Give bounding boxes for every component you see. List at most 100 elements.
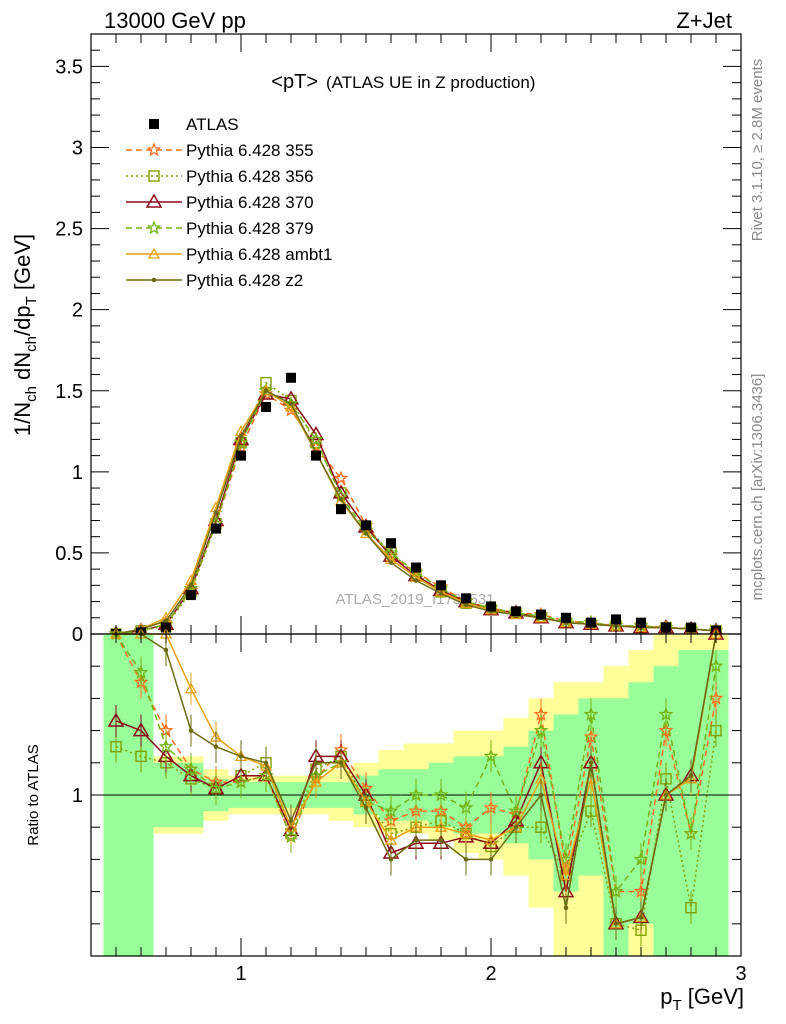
ratio-series-point (383, 803, 399, 818)
ratio-series-point (633, 883, 649, 898)
main-series-point (434, 585, 448, 597)
data-point (386, 538, 396, 549)
ratio-series-point (433, 787, 449, 802)
ratio-series-point (710, 724, 722, 737)
main-y-tick-label: 3 (72, 138, 83, 160)
ratio-series-point (559, 869, 573, 881)
x-tick-label: 1 (235, 963, 246, 985)
data-point (511, 606, 521, 617)
ratio-series-point (313, 760, 319, 766)
ratio-series-point (413, 837, 419, 843)
data-point (636, 617, 646, 628)
x-tick-label: 2 (485, 963, 496, 985)
main-series-point (338, 497, 344, 502)
legend-marker (147, 247, 161, 259)
main-y-tick-label: 0.5 (55, 543, 83, 565)
ratio-series-point (533, 722, 549, 737)
data-point (436, 580, 446, 591)
ratio-series-point (483, 800, 499, 815)
ratio-series-point (438, 837, 444, 843)
data-point (211, 523, 221, 534)
x-axis-label: pT [GeV] (660, 984, 744, 1014)
plot-subtitle: (ATLAS UE in Z production) (326, 73, 535, 92)
ratio-series-point (107, 712, 125, 727)
ratio-series-point (309, 775, 323, 787)
x-tick-label: 3 (735, 963, 746, 985)
data-point (261, 401, 271, 412)
ratio-series-point (213, 744, 219, 750)
main-series-point (238, 433, 244, 439)
ratio-series-point (338, 760, 344, 766)
header-right-label: Z+Jet (676, 8, 732, 33)
ratio-series-point (133, 664, 149, 679)
legend-label: Pythia 6.428 z2 (186, 271, 303, 290)
legend-marker (146, 142, 162, 157)
main-y-tick-label: 0 (72, 624, 83, 646)
header-left-label: 13000 GeV pp (104, 8, 246, 33)
ratio-series-point (633, 851, 649, 866)
legend-marker (148, 170, 160, 182)
legend: ATLAS Pythia 6.428 355 Pythia 6.428 356 Pyt… (126, 115, 332, 290)
ratio-series-point (708, 658, 724, 673)
ratio-series-point (535, 821, 547, 833)
main-series-point (363, 531, 369, 536)
ratio-series-point (583, 729, 599, 744)
data-point (536, 609, 546, 620)
main-y-tick-label: 3.5 (55, 56, 83, 78)
data-point (236, 450, 246, 461)
ratio-series-point (208, 780, 224, 795)
side-label-mcplots: mcplots.cern.ch [arXiv:1306.3436] (749, 374, 766, 601)
main-series-point (258, 382, 274, 398)
ratio-series-point (183, 761, 199, 776)
main-series-point (333, 470, 349, 485)
ratio-series-point (233, 774, 249, 789)
main-series-point (359, 527, 373, 539)
data-point (186, 590, 196, 601)
main-series-point (463, 602, 469, 608)
main-series-point (308, 431, 324, 446)
main-y-tick-label: 1 (72, 462, 83, 484)
main-y-tick-label: 2.5 (55, 219, 83, 241)
legend-label-data: ATLAS (186, 115, 239, 134)
main-series-point (288, 401, 294, 407)
ratio-series-point (363, 805, 369, 811)
ratio-series-point (188, 728, 194, 733)
data-point (586, 617, 596, 628)
ratio-series-point (408, 787, 424, 802)
ratio-series-point (459, 827, 473, 839)
data-point (561, 612, 571, 623)
main-series-point (163, 618, 169, 624)
ratio-series-point (238, 754, 244, 759)
main-series-point (233, 434, 249, 449)
main-series-point (413, 578, 419, 583)
ratio-series-point (663, 792, 669, 798)
data-point (461, 593, 471, 604)
ratio-series-point (110, 741, 122, 753)
ratio-series-point (263, 760, 269, 766)
ratio-series-point (458, 800, 474, 815)
data-point (286, 372, 296, 383)
main-series-point (388, 560, 394, 565)
main-plot-panel: <pT> (ATLAS UE in Z production) ATLAS_20… (55, 33, 742, 646)
data-point (361, 520, 371, 531)
main-series-point (263, 388, 269, 394)
ratio-series-point (132, 722, 150, 737)
data-point (486, 601, 496, 612)
ratio-series-point (184, 682, 198, 694)
ratio-y-tick-label: 1 (72, 785, 83, 807)
legend-label: Pythia 6.428 355 (186, 141, 314, 160)
ratio-series-point (658, 706, 674, 721)
ratio-plot-panel: 1 1 2 3 (72, 34, 747, 985)
plot-title: <pT> (271, 71, 318, 93)
ratio-series-point (388, 857, 394, 862)
ratio-series-point (683, 825, 699, 840)
ratio-series-point (658, 722, 674, 737)
ratio-series-point (638, 915, 644, 920)
data-point (336, 504, 346, 515)
ratio-series-point (538, 792, 544, 798)
data-point (411, 562, 421, 573)
legend-label: Pythia 6.428 370 (186, 193, 314, 212)
ratio-series-point (463, 857, 469, 862)
main-y-axis-label: 1/Nch dNch/dpT [GeV] (10, 234, 40, 436)
side-label-rivet: Rivet 3.1.10, ≥ 2.8M events (749, 59, 766, 242)
